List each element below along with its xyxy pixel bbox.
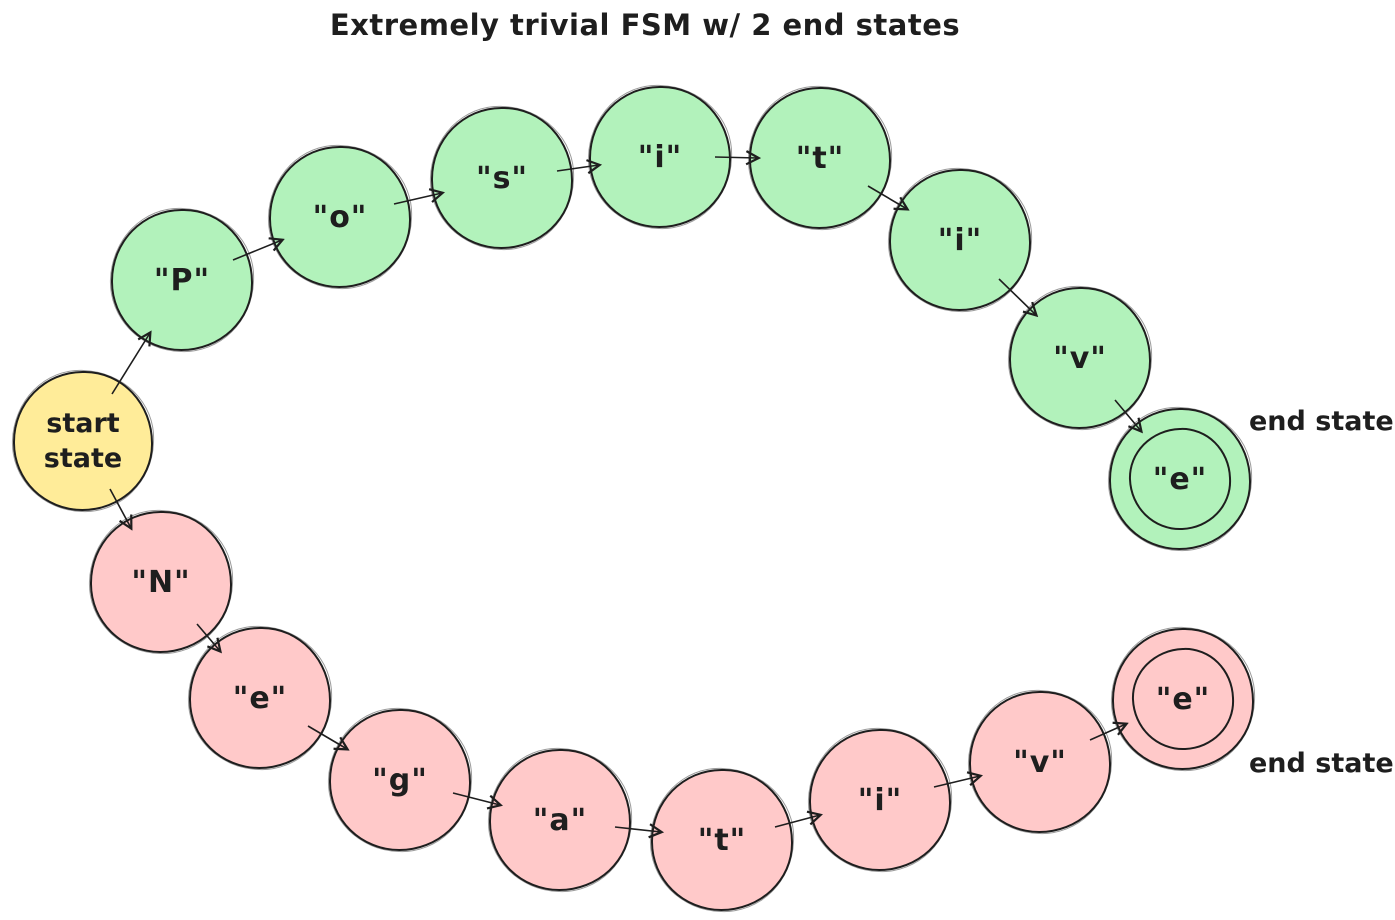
green-state-s: "s" — [431, 107, 573, 249]
diagram-title: Extremely trivial FSM w/ 2 end states — [329, 8, 961, 42]
pink-state-i: "i" — [809, 729, 951, 871]
green-state-t: "t" — [749, 87, 891, 229]
pink-end-state-e-label: "e" — [1155, 681, 1211, 717]
pink-state-a-label: "a" — [532, 802, 588, 838]
pink-state-v-label: "v" — [1013, 744, 1067, 780]
start-state-label-line2: state — [43, 443, 123, 474]
pink-state-e: "e" — [189, 627, 331, 769]
green-end-state-e: "e" — [1109, 408, 1251, 550]
pink-state-n-label: "N" — [131, 564, 191, 600]
pink-state-i-label: "i" — [857, 782, 903, 818]
pink-state-g-label: "g" — [372, 762, 428, 798]
pink-state-e-label: "e" — [232, 680, 288, 716]
green-state-o: "o" — [269, 146, 411, 288]
start-state-label-line1: start — [46, 407, 120, 439]
pink-end-state-e: "e" — [1112, 628, 1254, 770]
pink-state-g: "g" — [329, 709, 471, 851]
green-state-i2-label: "i" — [937, 222, 983, 258]
start-state-node: start state — [13, 371, 153, 511]
green-state-v-label: "v" — [1053, 340, 1107, 376]
pink-state-t: "t" — [651, 769, 793, 911]
pink-state-t-label: "t" — [697, 822, 747, 858]
green-state-i1: "i" — [589, 86, 731, 228]
green-state-v: "v" — [1009, 287, 1151, 429]
pink-end-state-caption: end state — [1249, 748, 1394, 779]
green-state-s-label: "s" — [475, 160, 529, 196]
green-state-p: "P" — [111, 209, 253, 351]
green-state-p-label: "P" — [153, 262, 211, 298]
green-state-i2: "i" — [889, 169, 1031, 311]
start-state-label: start state — [44, 406, 122, 476]
green-state-o-label: "o" — [312, 199, 368, 235]
pink-state-a: "a" — [489, 749, 631, 891]
green-state-t-label: "t" — [795, 140, 845, 176]
green-end-state-e-label: "e" — [1152, 461, 1208, 497]
green-end-state-caption: end state — [1249, 406, 1394, 437]
pink-state-n: "N" — [90, 511, 232, 653]
pink-state-v: "v" — [969, 691, 1111, 833]
green-state-i1-label: "i" — [637, 139, 683, 175]
